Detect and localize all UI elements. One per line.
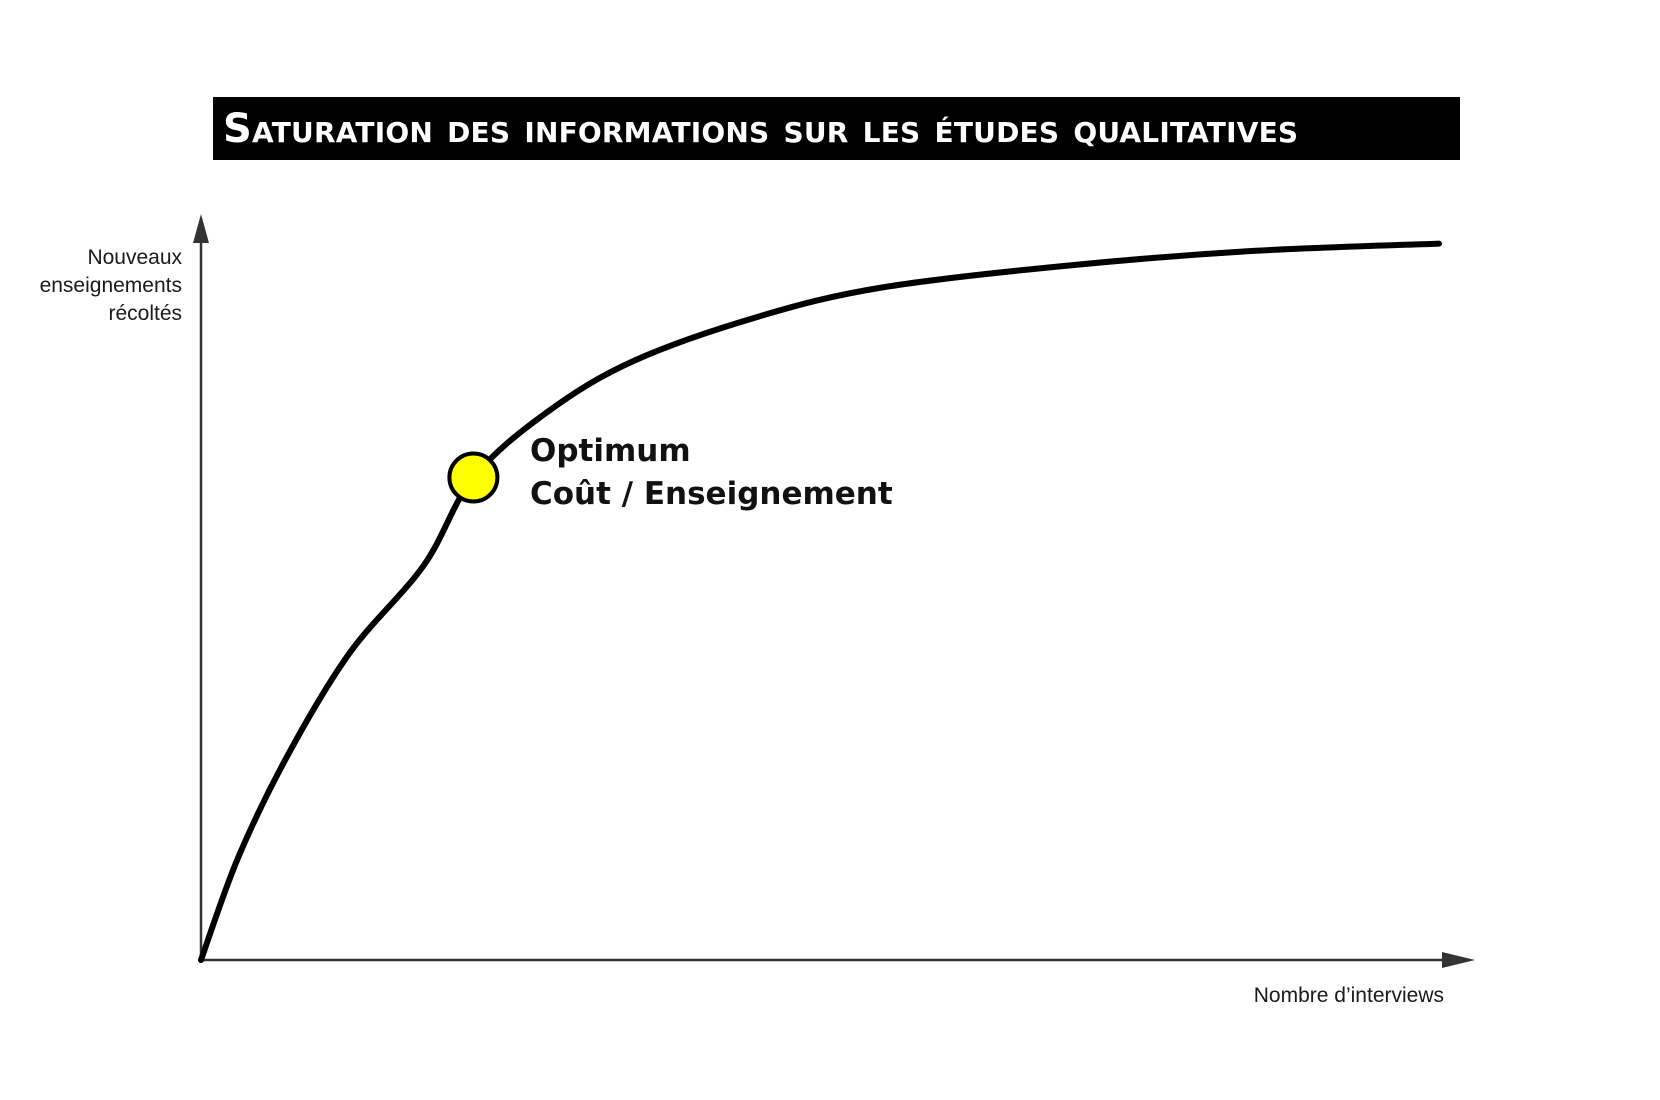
chart-title: Saturation des informations sur les étud…	[213, 97, 1460, 160]
axes	[193, 214, 1475, 968]
x-axis-arrow	[1442, 952, 1475, 968]
marker-layer	[447, 451, 500, 504]
series-line-0	[198, 240, 1442, 963]
optimum-marker-0	[447, 451, 500, 504]
series-layer	[198, 240, 1442, 963]
optimum-annotation: Optimum Coût / Enseignement	[530, 430, 893, 516]
x-axis-label: Nombre d’interviews	[1253, 984, 1444, 1007]
y-axis-arrow	[193, 214, 209, 243]
y-axis-label-line-3: récoltés	[108, 302, 182, 325]
annotation-line-1: Optimum	[530, 433, 691, 469]
y-axis-label-line-1: Nouveaux	[87, 246, 182, 269]
y-axis-label-line-2: enseignements	[39, 274, 182, 297]
y-axis-label: Nouveaux enseignements récoltés	[2, 244, 182, 328]
annotation-line-2: Coût / Enseignement	[530, 476, 893, 512]
